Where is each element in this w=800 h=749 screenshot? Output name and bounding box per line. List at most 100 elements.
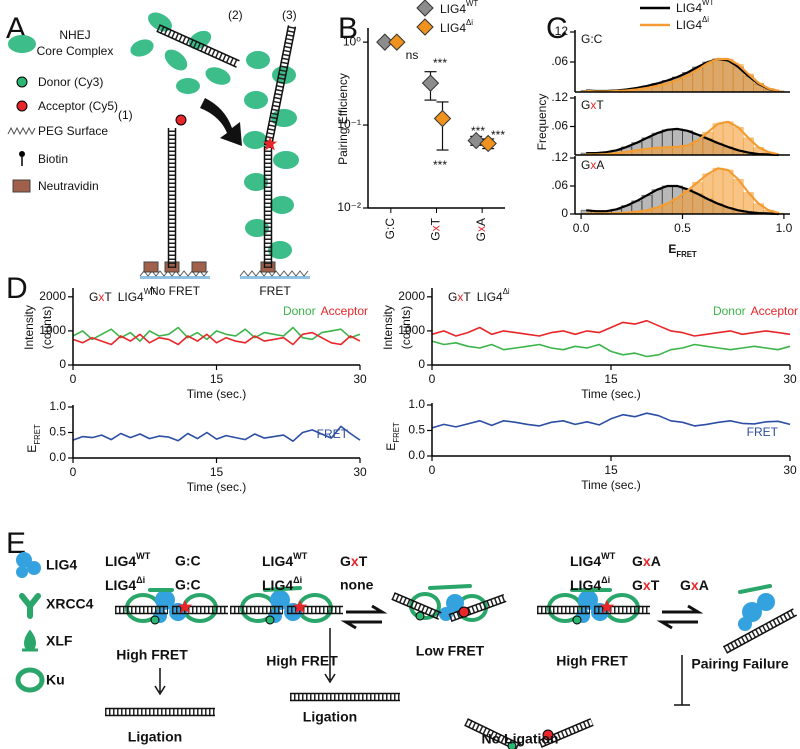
dna-rungs (156, 24, 240, 68)
legend-label: XRCC4 (46, 596, 94, 612)
legend: Donor Acceptor (283, 304, 368, 318)
state-label: No Ligation (482, 731, 559, 747)
legend-label: LIG4WT (676, 0, 714, 15)
label-main: E (25, 445, 39, 453)
y-tick-label: 10⁻² (337, 200, 361, 214)
legend-label: Acceptor (751, 304, 798, 318)
dna-strand (270, 26, 297, 147)
y-tick-label: .12 (551, 150, 568, 164)
label-sub: FRET (676, 250, 697, 259)
legend-label: LIG4Δi (676, 15, 709, 32)
enzyme-sup: WT (293, 551, 308, 561)
dna-strand (448, 594, 505, 616)
x-tick-label: 0 (70, 372, 77, 386)
y-tick-label: 1000 (39, 323, 66, 337)
label-part: x (691, 577, 699, 593)
label-part: x (351, 553, 359, 569)
complex (244, 91, 268, 109)
blob (27, 561, 41, 575)
y-tick-label: .06 (551, 119, 568, 133)
bar (692, 181, 704, 215)
point (376, 33, 394, 51)
dna-rungs (448, 594, 507, 622)
panel-e-diagram (105, 584, 798, 749)
nhej-complexes (130, 12, 299, 259)
state-label: Pairing Failure (691, 656, 788, 672)
neutravidin-icon (12, 179, 31, 193)
x-tick-label: 15 (210, 372, 224, 386)
donor-dye (265, 615, 275, 625)
label-part: T (429, 217, 443, 225)
label-part: x (590, 158, 596, 172)
enzyme-name: LIG4 (262, 577, 293, 593)
x-tick-label: 15 (210, 465, 224, 479)
label-part: T (104, 290, 112, 304)
complex (273, 151, 299, 169)
legend-label: Biotin (38, 152, 68, 166)
title-enzyme: LIG4 (477, 290, 503, 304)
legend-label: XLF (46, 633, 73, 649)
x-axis-label: Time (sec.) (187, 387, 247, 401)
surface (140, 276, 210, 279)
label-part: G (340, 553, 351, 569)
label-part: x (590, 98, 596, 112)
dna-strand (156, 30, 237, 68)
label-sub: FRET (392, 422, 401, 443)
legend-label: LIG4Δi (440, 18, 473, 35)
complex (176, 78, 200, 94)
dna-strand (541, 724, 594, 748)
blob (742, 602, 762, 622)
donor-dye (507, 741, 517, 749)
label-line: Intensity (22, 305, 36, 350)
legend-label: Ku (46, 672, 65, 688)
xlf-icon (22, 629, 38, 652)
y-tick-label: 1.0 (49, 399, 66, 413)
enzyme-sup: WT (601, 551, 616, 561)
label-part: A (651, 553, 661, 569)
y-axis-label: Pairing Efficiency (336, 73, 350, 165)
x-tick-label: 1.0 (776, 221, 793, 235)
arrow (200, 98, 242, 146)
enzyme-name: LIG4 (570, 553, 601, 569)
axis-label: EFRET (668, 242, 697, 259)
legend-name: LIG4 (676, 18, 702, 32)
trace (431, 340, 791, 358)
legend-name: LIG4 (440, 21, 466, 35)
trace (72, 331, 361, 346)
label-part: G (680, 577, 691, 593)
trace (72, 326, 361, 342)
fit-line (586, 57, 780, 93)
label-part: x (474, 226, 488, 232)
legend-label: LIG4 (46, 557, 77, 573)
complex (148, 12, 172, 32)
lig4-icon (16, 552, 41, 578)
step-label: (3) (282, 8, 297, 22)
title-sup: Δi (503, 287, 510, 296)
annotation: *** (471, 124, 485, 138)
title-enzyme: LIG4 (118, 290, 144, 304)
label-part: G (89, 290, 98, 304)
legend: FRET (317, 427, 349, 441)
enzyme-sup: Δi (601, 575, 610, 585)
blob (155, 590, 175, 610)
enzyme-name: LIG4 (570, 577, 601, 593)
dna-rungs (264, 25, 296, 147)
state-label: FRET (259, 284, 291, 298)
legend: Donor Acceptor (713, 304, 798, 318)
neutravidin (143, 261, 159, 273)
legend-name: LIG4 (676, 1, 702, 15)
condition-dna: GxA (632, 553, 661, 569)
annotation: *** (491, 128, 505, 142)
complex (205, 67, 231, 85)
xrcc4-icon (19, 593, 41, 619)
trace (72, 425, 361, 442)
label-part: T (463, 290, 471, 304)
y-tick-label: 2000 (39, 289, 66, 303)
panel-a-legend: NHEJ Core Complex Donor (Cy3) Acceptor (… (7, 28, 118, 193)
y-tick-label: 0.0 (408, 448, 425, 462)
condition-enzyme: LIG4Δi (570, 575, 610, 592)
legend: FRET (747, 425, 779, 439)
state-label: Ligation (128, 729, 182, 745)
annotation: *** (433, 158, 447, 172)
bar (712, 123, 724, 156)
